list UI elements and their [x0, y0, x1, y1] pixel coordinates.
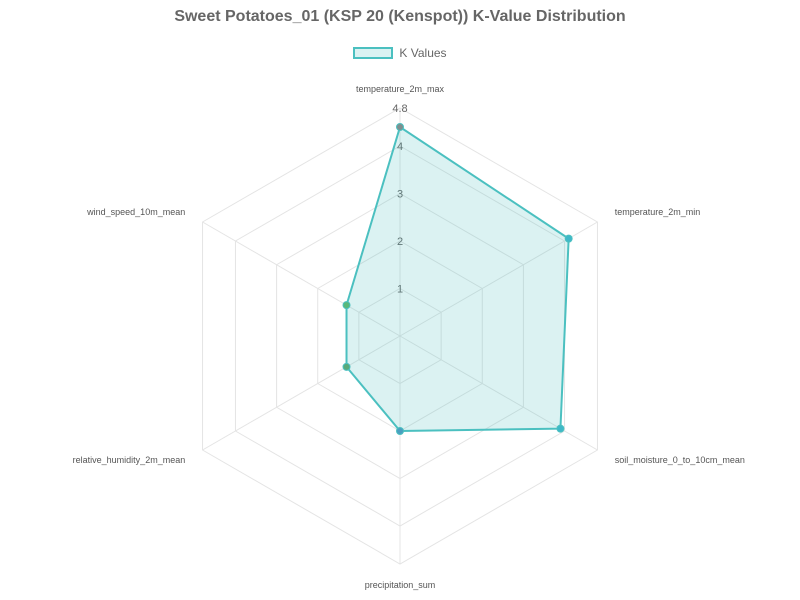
legend[interactable]: K Values: [0, 46, 800, 60]
tick-label-1: 2: [397, 236, 403, 248]
tick-label-0: 1: [397, 284, 403, 296]
legend-swatch: [353, 47, 394, 59]
series-area: [345, 126, 570, 432]
tick-label-3: 4: [397, 141, 403, 153]
data-point-2: [556, 424, 565, 433]
category-label-0: temperature_2m_max: [356, 84, 445, 94]
data-point-4: [342, 362, 351, 371]
data-point-0: [396, 123, 404, 131]
data-point-1: [564, 234, 573, 243]
category-label-5: wind_speed_10m_mean: [86, 207, 185, 217]
category-label-3: precipitation_sum: [365, 580, 436, 590]
grid-spoke-4: [202, 335, 401, 451]
tick-label-4: 4.8: [392, 103, 407, 115]
grid-spoke-1: [399, 221, 598, 337]
category-label-2: soil_moisture_0_to_10cm_mean: [615, 455, 745, 465]
category-label-1: temperature_2m_min: [615, 207, 701, 217]
category-label-4: relative_humidity_2m_mean: [73, 455, 186, 465]
grid-spoke-5: [202, 221, 401, 337]
data-point-3: [396, 427, 404, 435]
chart-title: Sweet Potatoes_01 (KSP 20 (Kenspot)) K-V…: [174, 8, 626, 25]
data-point-5: [342, 301, 351, 310]
grid-spoke-2: [399, 335, 598, 451]
tick-label-2: 3: [397, 189, 403, 201]
legend-label: K Values: [399, 46, 447, 60]
